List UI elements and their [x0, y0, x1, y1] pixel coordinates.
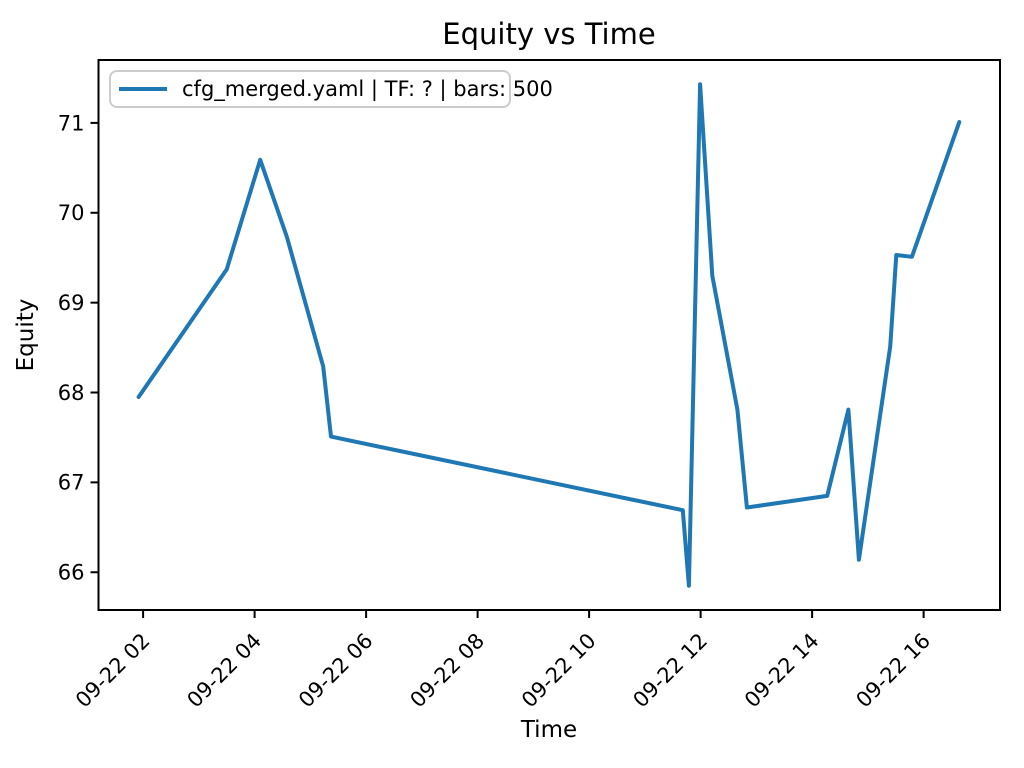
- y-tick-label: 69: [58, 291, 85, 315]
- x-tick-label: 09-22 12: [628, 629, 712, 713]
- y-tick-label: 67: [58, 471, 85, 495]
- x-tick-label: 09-22 06: [294, 629, 378, 713]
- plot-border: [97, 59, 1001, 611]
- y-axis-label: Equity: [13, 299, 39, 372]
- x-tick-label: 09-22 10: [517, 629, 601, 713]
- chart-title: Equity vs Time: [442, 17, 655, 51]
- x-axis-label: Time: [520, 717, 577, 743]
- x-tick-label: 09-22 16: [851, 629, 935, 713]
- y-ticks-group: 66 67 68 69 70 71: [58, 111, 99, 585]
- equity-series-line: [136, 82, 962, 588]
- x-ticks-group: 09-22 02 09-22 04 09-22 06 09-22 08 09-22 10…: [71, 610, 935, 712]
- legend-box: [109, 70, 511, 108]
- y-tick-label: 66: [58, 561, 85, 585]
- x-tick-label: 09-22 02: [71, 629, 155, 713]
- y-tick-label: 71: [58, 111, 85, 135]
- x-tick-label: 09-22 04: [182, 629, 266, 713]
- y-tick-label: 70: [58, 201, 85, 225]
- y-tick-label: 68: [58, 381, 85, 405]
- legend-label: cfg_merged.yaml | TF: ? | bars: 500: [182, 77, 553, 102]
- legend: cfg_merged.yaml | TF: ? | bars: 500: [109, 70, 553, 108]
- x-tick-label: 09-22 08: [405, 629, 489, 713]
- x-tick-label: 09-22 14: [740, 629, 824, 713]
